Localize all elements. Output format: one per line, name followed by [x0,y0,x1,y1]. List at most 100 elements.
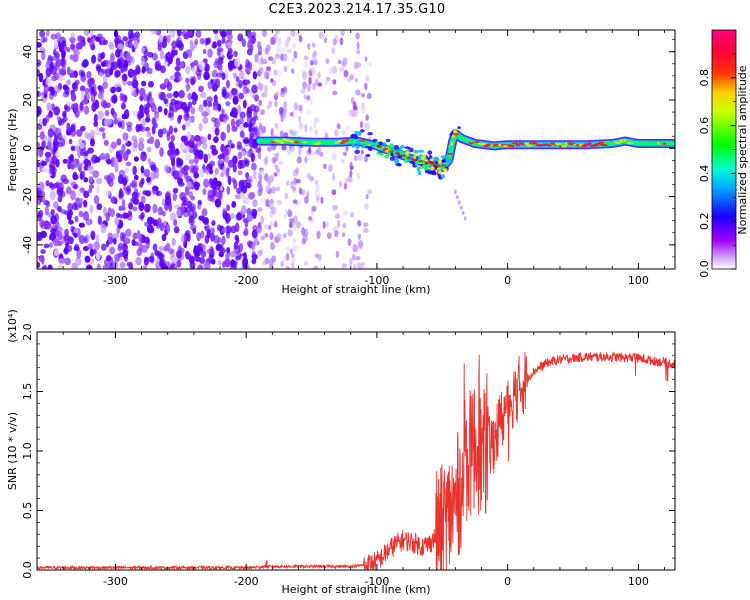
noise-speckle [214,167,219,175]
noise-speckle [176,208,182,217]
noise-speckle [198,122,203,132]
noise-speckle [248,193,255,200]
noise-speckle [280,261,284,267]
bottom-y-multiplier: (x10⁴) [6,309,19,343]
ridge-blob [354,130,358,136]
noise-speckle [70,31,75,39]
noise-speckle [273,172,278,177]
noise-speckle [169,212,177,221]
ridge-blob [355,145,360,149]
noise-speckle [190,224,197,231]
noise-speckle [92,84,97,93]
noise-speckle [264,173,269,182]
noise-speckle [197,264,204,269]
noise-speckle [283,132,289,138]
noise-speckle [212,41,217,48]
noise-speckle [347,238,352,247]
noise-speckle [115,49,121,58]
noise-speckle [53,249,59,257]
noise-speckle [167,248,175,254]
noise-speckle [147,157,152,165]
noise-speckle [83,236,88,244]
noise-speckle [327,164,333,173]
noise-speckle [193,144,198,154]
noise-speckle [349,74,355,81]
ridge-core-mark [394,152,400,155]
noise-speckle [74,145,81,152]
noise-speckle [146,176,151,183]
top-y-tick-label: 0 [21,145,34,152]
noise-speckle [217,49,221,57]
noise-speckle [131,180,138,189]
noise-speckle [223,113,228,119]
noise-speckle [290,68,295,74]
noise-speckle [53,39,59,49]
noise-speckle [365,114,370,122]
noise-speckle [261,260,267,266]
noise-speckle [134,31,140,39]
noise-speckle [37,90,40,98]
noise-speckle [159,147,164,158]
noise-speckle [151,124,156,135]
ridge-blob [385,138,391,143]
noise-speckle [260,215,264,225]
ridge-blob [354,149,360,155]
noise-speckle [261,125,267,134]
ridge-blob [361,143,366,149]
noise-speckle [276,36,282,46]
noise-speckle [292,244,298,252]
noise-speckle [287,36,292,42]
noise-speckle [278,160,284,166]
noise-speckle [76,249,82,259]
noise-speckle [200,111,208,118]
noise-speckle [217,103,222,112]
noise-speckle [201,137,206,144]
noise-speckle [106,175,112,185]
ridge-blob [357,139,361,145]
noise-speckle [231,201,237,208]
colorbar-ticks: 0.0 0.2 0.4 0.6 0.8 [698,53,736,278]
noise-speckle [152,243,158,252]
noise-speckle [129,56,136,65]
noise-speckle [271,186,276,194]
noise-speckle [296,30,301,37]
noise-speckle [110,173,116,181]
noise-speckle [88,84,93,94]
noise-speckle [332,204,338,211]
noise-speckle [131,79,139,89]
noise-speckle [258,99,263,107]
noise-speckle [289,248,293,255]
noise-speckle [128,202,134,210]
noise-speckle [308,76,312,85]
noise-speckle [262,90,268,99]
noise-speckle [173,127,178,133]
noise-speckle [199,168,205,178]
noise-speckle [137,141,145,152]
ridge-blob [397,163,402,167]
top-x-tick-label: -300 [103,274,128,287]
noise-speckle [106,158,112,165]
noise-speckle [250,152,255,163]
noise-speckle [53,72,60,81]
noise-speckle [122,175,129,184]
noise-speckle [258,250,263,255]
noise-speckle [203,153,209,164]
ridge-core-mark [453,133,459,136]
noise-speckle [120,119,125,130]
noise-speckle [132,75,137,82]
noise-speckle [53,201,59,209]
ridge-core-mark [554,142,562,146]
noise-speckle [266,72,270,80]
ridge-core-mark [645,140,650,144]
noise-speckle [363,227,369,234]
noise-speckle [264,47,269,54]
ridge-core-mark [662,142,667,146]
noise-speckle [224,213,232,223]
noise-speckle [157,44,163,52]
top-x-tick-label: -200 [234,274,259,287]
noise-speckle [159,50,165,60]
noise-speckle [43,84,50,94]
ridge-blob [445,154,451,159]
noise-speckle [110,86,116,94]
noise-speckle [185,181,193,188]
